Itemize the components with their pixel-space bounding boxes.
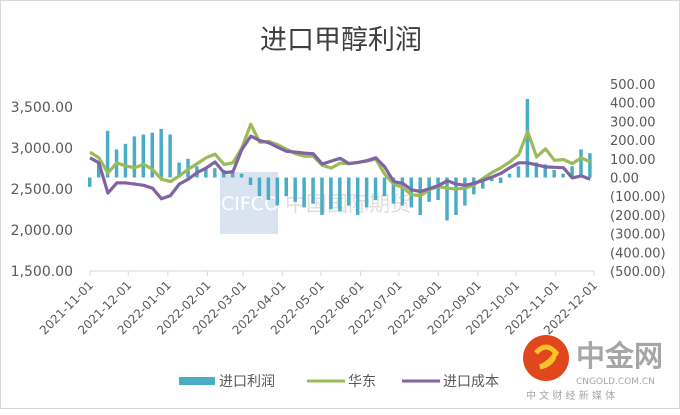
bar-import-profit (534, 162, 539, 178)
bar-import-profit (588, 153, 592, 178)
bar-import-profit (177, 162, 181, 178)
bar-import-profit (561, 173, 565, 178)
bar-import-profit (445, 177, 449, 221)
bar-import-profit (293, 177, 297, 202)
legend-label-cost: 进口成本 (443, 374, 499, 390)
right-axis-tick-label: (500.00) (610, 265, 666, 280)
legend: 进口利润 华东 进口成本 (179, 374, 499, 390)
logo-swirl-icon (534, 344, 560, 370)
bar-import-profit (400, 177, 405, 206)
line-import-cost (89, 134, 591, 201)
bar-import-profit (525, 98, 530, 178)
bar-import-profit (329, 177, 333, 210)
bar-import-profit (373, 177, 378, 200)
bar-import-profit (239, 173, 244, 178)
left-axis-tick-label: 2,000.00 (11, 223, 73, 239)
bar-import-profit (436, 177, 440, 200)
bar-import-profit (355, 177, 360, 215)
watermark: CIFCO 中国国际期货 (220, 172, 411, 234)
bar-import-profit (257, 177, 262, 197)
bar-import-profit (338, 177, 342, 212)
bar-import-profit (105, 130, 110, 178)
chart-title: 进口甲醇利润 (260, 25, 422, 56)
bar-import-profit (516, 166, 521, 178)
left-axis-tick-label: 1,500.00 (11, 264, 73, 280)
bar-import-profit (364, 177, 369, 208)
logo-tagline: 中 文 财 经 新 媒 体 (526, 389, 615, 402)
bar-import-profit (159, 128, 163, 178)
legend-swatch-profit (179, 377, 215, 385)
logo-icon (523, 335, 569, 381)
bar-import-profit (320, 177, 324, 215)
bar-import-profit (347, 177, 351, 206)
watermark-en: CIFCO (221, 193, 279, 215)
bar-import-profit (284, 177, 288, 197)
right-axis-tick-label: 100.00 (610, 153, 656, 168)
bar-import-profit (543, 164, 548, 178)
line-huadong (89, 122, 591, 198)
bar-import-profit (498, 177, 503, 184)
logo-domain: CNGOLD.COM.CN (576, 377, 655, 387)
bar-import-profit (204, 168, 208, 178)
right-axis-tick-label: 400.00 (610, 97, 656, 112)
right-axis-tick-label: 200.00 (610, 134, 656, 149)
bar-import-profit (96, 162, 101, 178)
right-axis-tick-label: (100.00) (610, 190, 666, 205)
bar-import-profit (302, 177, 306, 208)
bar-import-profit (150, 132, 155, 178)
bar-import-profit (480, 177, 485, 189)
bar-import-profit (266, 177, 271, 200)
bar-import-profit (552, 170, 556, 178)
bar-import-profit (230, 170, 235, 178)
bar-import-profit (391, 177, 396, 204)
bar-import-profit (275, 177, 280, 206)
legend-label-huadong: 华东 (348, 374, 376, 390)
bar-import-profit (463, 177, 467, 206)
right-axis-tick-label: (200.00) (610, 209, 666, 224)
bar-import-profit (132, 136, 137, 178)
right-axis-tick-label: 300.00 (610, 115, 656, 130)
bar-import-profit (489, 177, 494, 182)
bar-import-profit (213, 168, 217, 178)
bar-import-profit (248, 177, 253, 185)
legend-label-profit: 进口利润 (219, 374, 275, 390)
bar-import-profit (454, 177, 458, 215)
bar-import-profit (579, 149, 583, 178)
left-axis-tick-label: 2,500.00 (11, 182, 73, 198)
bar-import-profit (311, 177, 315, 204)
bar-import-profit (141, 134, 146, 178)
bar-import-profit (168, 134, 172, 178)
right-axis-tick-label: 500.00 (610, 78, 656, 93)
right-axis-tick-label: 0.00 (610, 172, 639, 187)
left-axis-tick-label: 3,000.00 (11, 141, 73, 157)
bar-import-profit (382, 177, 387, 197)
bar-import-profit (570, 166, 574, 178)
cngold-logo: 中金网 CNGOLD.COM.CN 中 文 财 经 新 媒 体 (523, 335, 663, 402)
logo-name: 中金网 (576, 339, 663, 373)
bar-import-profit (507, 173, 512, 178)
left-axis-tick-label: 3,500.00 (11, 100, 73, 116)
bar-import-profit (123, 143, 128, 178)
right-axis-tick-label: (300.00) (610, 228, 666, 243)
right-axis-tick-label: (400.00) (610, 246, 666, 261)
bar-import-profit (88, 177, 92, 187)
